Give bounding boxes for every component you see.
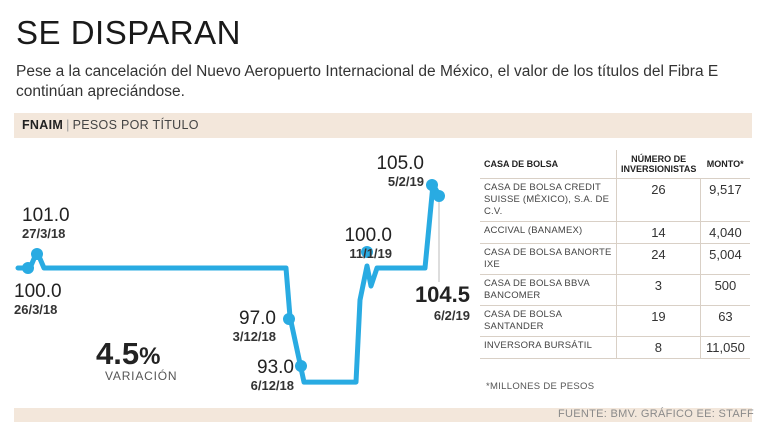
chart-label: FNAIM | PESOS POR TÍTULO — [22, 118, 199, 132]
investor-count: 3 — [616, 274, 701, 306]
data-date-label: 3/12/18 — [233, 329, 276, 344]
variation-value: 4.5 — [96, 336, 140, 371]
data-date-label: 26/3/18 — [14, 302, 57, 317]
variation-label: VARIACIÓN — [105, 369, 178, 383]
investor-count: 24 — [616, 243, 701, 275]
unit-label: PESOS POR TÍTULO — [72, 118, 199, 132]
broker-name: INVERSORA BURSÁTIL — [480, 336, 617, 359]
table-row: CASA DE BOLSA SANTANDER 19 63 — [480, 305, 750, 337]
amount-value: 500 — [699, 274, 750, 306]
investor-count: 8 — [616, 336, 701, 359]
data-value-label: 105.0 — [376, 153, 424, 174]
data-date-label: 6/12/18 — [251, 378, 294, 393]
data-point-marker — [361, 246, 373, 258]
data-value-label: 100.0 — [14, 281, 62, 302]
variation-pct: % — [139, 343, 161, 370]
data-value-label: 101.0 — [22, 205, 70, 226]
data-value-label: 97.0 — [239, 308, 276, 329]
ticker-label: FNAIM — [22, 118, 64, 132]
table-note: *MILLONES DE PESOS — [486, 381, 595, 392]
table-row: CASA DE BOLSA BBVA BANCOMER 3 500 — [480, 274, 750, 306]
broker-name: CASA DE BOLSA CREDIT SUISSE (MÉXICO), S.… — [480, 178, 617, 222]
footer-band — [14, 408, 752, 422]
table-row: CASA DE BOLSA CREDIT SUISSE (MÉXICO), S.… — [480, 178, 750, 222]
source-credit: FUENTE: BMV. GRÁFICO EE: STAFF — [557, 408, 754, 420]
data-date-label: 11/1/19 — [349, 246, 392, 261]
broker-name: CASA DE BOLSA SANTANDER — [480, 305, 617, 337]
data-date-label: 27/3/18 — [22, 226, 65, 241]
investor-count: 26 — [616, 178, 701, 222]
data-value-label: 104.5 — [415, 282, 470, 307]
table-row: INVERSORA BURSÁTIL 8 11,050 — [480, 336, 750, 359]
data-value-label: 100.0 — [344, 225, 392, 246]
data-point-marker — [283, 313, 295, 325]
header-investors: NÚMERO DE INVERSIONISTAS — [616, 150, 701, 179]
amount-value: 63 — [699, 305, 750, 337]
data-point-marker — [426, 179, 438, 191]
amount-value: 4,040 — [699, 221, 750, 244]
series-line — [15, 182, 442, 385]
investor-count: 19 — [616, 305, 701, 337]
table-row: CASA DE BOLSA BANORTE IXE 24 5,004 — [480, 243, 750, 275]
amount-value: 11,050 — [699, 336, 750, 359]
data-point-marker — [22, 262, 34, 274]
data-point-marker — [433, 190, 445, 202]
brokers-table: CASA DE BOLSA NÚMERO DE INVERSIONISTAS M… — [480, 150, 750, 359]
table-header-row: CASA DE BOLSA NÚMERO DE INVERSIONISTAS M… — [480, 150, 750, 179]
header-band — [14, 113, 752, 138]
broker-name: CASA DE BOLSA BBVA BANCOMER — [480, 274, 617, 306]
amount-value: 9,517 — [699, 178, 750, 222]
data-point-marker — [31, 248, 43, 260]
broker-name: ACCIVAL (BANAMEX) — [480, 221, 617, 244]
subtitle: Pese a la cancelación del Nuevo Aeropuer… — [16, 63, 719, 100]
data-point-marker — [295, 360, 307, 372]
data-date-label: 5/2/19 — [388, 174, 424, 189]
data-date-label: 6/2/19 — [434, 308, 470, 323]
data-value-label: 93.0 — [257, 357, 294, 378]
investor-count: 14 — [616, 221, 701, 244]
table-row: ACCIVAL (BANAMEX) 14 4,040 — [480, 221, 750, 244]
page-title: SE DISPARAN — [16, 14, 241, 51]
header-amount: MONTO* — [700, 150, 750, 179]
variation-block: 4.5% VARIACIÓN — [96, 336, 177, 383]
header-broker: CASA DE BOLSA — [480, 150, 617, 179]
amount-value: 5,004 — [699, 243, 750, 275]
broker-name: CASA DE BOLSA BANORTE IXE — [480, 243, 617, 275]
